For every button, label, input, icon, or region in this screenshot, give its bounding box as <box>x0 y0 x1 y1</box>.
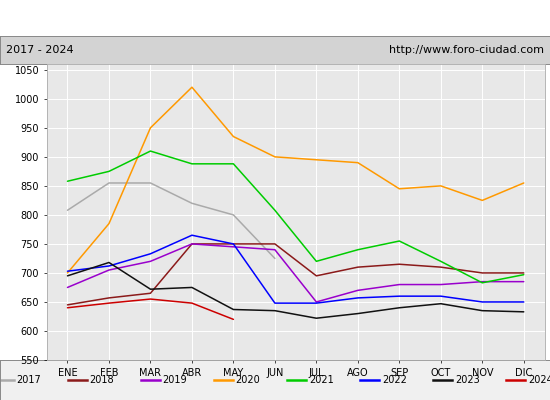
Text: 2024: 2024 <box>528 375 550 385</box>
Text: 2023: 2023 <box>455 375 480 385</box>
Text: Evolucion del paro registrado en Alovera: Evolucion del paro registrado en Alovera <box>100 10 450 26</box>
Text: 2022: 2022 <box>382 375 407 385</box>
Text: http://www.foro-ciudad.com: http://www.foro-ciudad.com <box>389 45 544 55</box>
Text: 2021: 2021 <box>309 375 333 385</box>
Text: 2018: 2018 <box>90 375 114 385</box>
Text: 2017 - 2024: 2017 - 2024 <box>6 45 73 55</box>
Text: 2020: 2020 <box>236 375 261 385</box>
Text: 2017: 2017 <box>16 375 41 385</box>
Text: 2019: 2019 <box>163 375 187 385</box>
